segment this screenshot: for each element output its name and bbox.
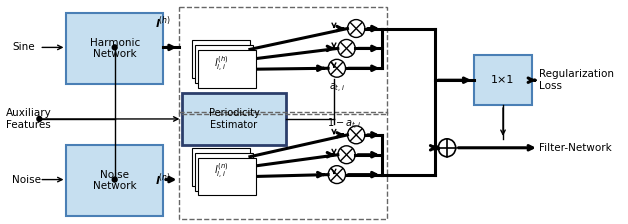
Text: Noise: Noise bbox=[13, 174, 41, 185]
Circle shape bbox=[37, 116, 41, 121]
Bar bbox=[198, 158, 256, 196]
Bar bbox=[182, 93, 286, 145]
Bar bbox=[195, 45, 253, 83]
Text: $\boldsymbol{l}^{(h)}$: $\boldsymbol{l}^{(h)}$ bbox=[155, 14, 171, 31]
Text: $l_{l,i}^{(h)}$: $l_{l,i}^{(h)}$ bbox=[214, 55, 228, 74]
Text: Noise
Network: Noise Network bbox=[93, 170, 136, 191]
Circle shape bbox=[433, 145, 438, 150]
Bar bbox=[180, 7, 387, 114]
Bar bbox=[67, 13, 163, 84]
Text: Regularization
Loss: Regularization Loss bbox=[539, 69, 614, 91]
Text: Harmonic
Network: Harmonic Network bbox=[90, 38, 140, 59]
Text: $l_{l,i}^{(n)}$: $l_{l,i}^{(n)}$ bbox=[214, 162, 228, 181]
Text: Auxiliary
Features: Auxiliary Features bbox=[6, 108, 51, 130]
Text: $1 - a_{t,i}$: $1 - a_{t,i}$ bbox=[327, 117, 360, 132]
Circle shape bbox=[112, 177, 117, 182]
Bar bbox=[180, 112, 387, 219]
Bar bbox=[195, 153, 253, 190]
Bar bbox=[192, 41, 250, 78]
Text: 1×1: 1×1 bbox=[491, 75, 515, 85]
Bar bbox=[198, 50, 256, 88]
Text: Periodicity
Estimator: Periodicity Estimator bbox=[208, 108, 259, 130]
Text: Sine: Sine bbox=[13, 42, 35, 52]
Bar bbox=[474, 55, 532, 105]
Bar bbox=[192, 148, 250, 185]
Circle shape bbox=[112, 45, 117, 50]
Bar bbox=[67, 145, 163, 216]
Text: $a_{t,i}$: $a_{t,i}$ bbox=[329, 82, 345, 95]
Text: Filter-Network: Filter-Network bbox=[539, 143, 612, 153]
Text: $\boldsymbol{l}^{(n)}$: $\boldsymbol{l}^{(n)}$ bbox=[155, 171, 171, 188]
